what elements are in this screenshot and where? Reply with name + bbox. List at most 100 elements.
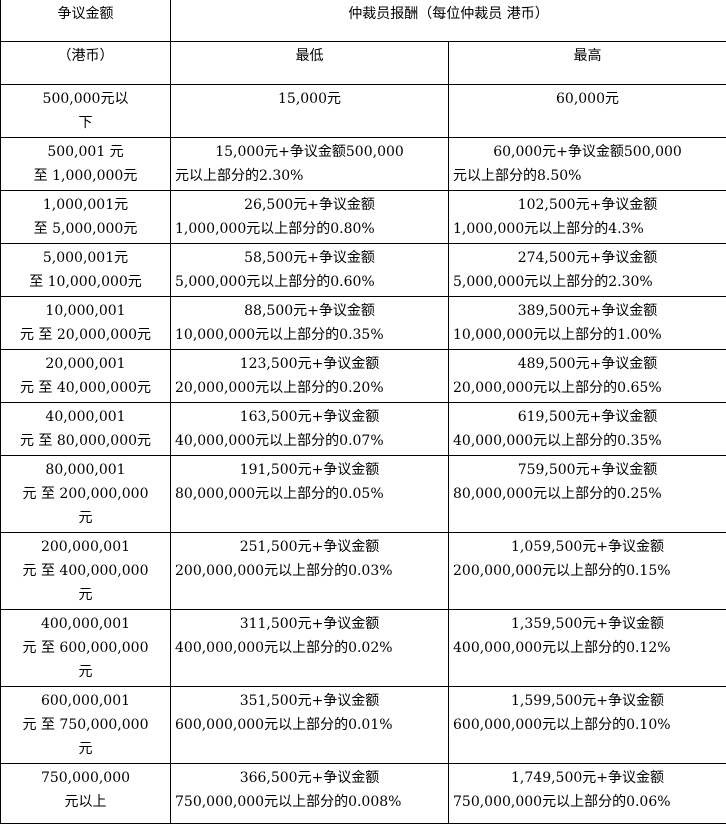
cell-line: 366,500元+争议金额	[175, 766, 444, 790]
cell-line: 10,000,001	[5, 299, 166, 323]
cell-line: 元以上部分的2.30%	[175, 164, 444, 188]
cell-line: 1,359,500元+争议金额	[453, 612, 722, 636]
cell-line: 750,000,000元以上部分的0.008%	[175, 790, 444, 814]
cell-line: 200,000,000元以上部分的0.03%	[175, 559, 444, 583]
cell-line: 5,000,000元以上部分的0.60%	[175, 270, 444, 294]
cell-line: 元	[5, 737, 166, 761]
cell-line: 80,000,001	[5, 458, 166, 482]
cell-line: 191,500元+争议金额	[175, 458, 444, 482]
cell-line: 500,000元以	[5, 87, 166, 111]
cell-line: 311,500元+争议金额	[175, 612, 444, 636]
cell-line: 1,000,000元以上部分的4.3%	[453, 217, 722, 241]
cell-line: 200,000,000元以上部分的0.15%	[453, 559, 722, 583]
header-cell: （港币）	[1, 42, 171, 85]
cell-line: 600,000,000元以上部分的0.01%	[175, 713, 444, 737]
fee-cell: 15,000元	[171, 85, 449, 138]
cell-line: 400,000,001	[5, 612, 166, 636]
cell-line: 88,500元+争议金额	[175, 299, 444, 323]
cell-line: 600,000,001	[5, 689, 166, 713]
cell-line: 至 10,000,000元	[5, 270, 166, 294]
cell-line: 20,000,000元以上部分的0.65%	[453, 376, 722, 400]
cell-line: 1,000,001元	[5, 193, 166, 217]
cell-line: 10,000,000元以上部分的0.35%	[175, 323, 444, 347]
header-row: （港币）最低最高	[1, 42, 726, 85]
cell-line: 5,000,000元以上部分的2.30%	[453, 270, 722, 294]
cell-line: 元以上部分的8.50%	[453, 164, 722, 188]
cell-line: 20,000,000元以上部分的0.20%	[175, 376, 444, 400]
cell-line: 至 1,000,000元	[5, 164, 166, 188]
cell-line: 400,000,000元以上部分的0.02%	[175, 636, 444, 660]
cell-line: 759,500元+争议金额	[453, 458, 722, 482]
cell-line: 下	[5, 111, 166, 135]
cell-line: 26,500元+争议金额	[175, 193, 444, 217]
header-row: 争议金额仲裁员报酬（每位仲裁员 港币）	[1, 0, 726, 42]
cell-line: 1,000,000元以上部分的0.80%	[175, 217, 444, 241]
cell-line: 10,000,000元以上部分的1.00%	[453, 323, 722, 347]
cell-line: 80,000,000元以上部分的0.05%	[175, 482, 444, 506]
cell-line: 274,500元+争议金额	[453, 246, 722, 270]
cell-line: 750,000,000	[5, 766, 166, 790]
cell-line: 元	[5, 660, 166, 684]
cell-line: 15,000元	[175, 87, 444, 111]
cell-line: 750,000,000元以上部分的0.06%	[453, 790, 722, 814]
amount-cell: 500,001 元至 1,000,000元	[1, 138, 171, 191]
cell-line: 40,000,001	[5, 405, 166, 429]
cell-line: 至 5,000,000元	[5, 217, 166, 241]
cell-line: 元 至 400,000,000	[5, 559, 166, 583]
cell-line: 58,500元+争议金额	[175, 246, 444, 270]
cell-line: 1,059,500元+争议金额	[453, 535, 722, 559]
header-cell: 仲裁员报酬（每位仲裁员 港币）	[171, 0, 726, 42]
cell-line: 20,000,001	[5, 352, 166, 376]
cell-line: 600,000,000元以上部分的0.10%	[453, 713, 722, 737]
cell-line: 619,500元+争议金额	[453, 405, 722, 429]
cell-line: 15,000元+争议金额500,000	[175, 140, 444, 164]
cell-line: 元 至 600,000,000	[5, 636, 166, 660]
cell-line: 1,599,500元+争议金额	[453, 689, 722, 713]
cell-line: 5,000,001元	[5, 246, 166, 270]
cell-line: 489,500元+争议金额	[453, 352, 722, 376]
cell-line: 123,500元+争议金额	[175, 352, 444, 376]
cell-line: 400,000,000元以上部分的0.12%	[453, 636, 722, 660]
fee-cell: 60,000元	[449, 85, 726, 138]
cell-line: 80,000,000元以上部分的0.25%	[453, 482, 722, 506]
cell-line: 元 至 80,000,000元	[5, 429, 166, 453]
cell-line: 500,001 元	[5, 140, 166, 164]
cell-line: 元 至 40,000,000元	[5, 376, 166, 400]
cell-line: 60,000元	[453, 87, 722, 111]
cell-line: 351,500元+争议金额	[175, 689, 444, 713]
cell-line: 元以上	[5, 790, 166, 814]
